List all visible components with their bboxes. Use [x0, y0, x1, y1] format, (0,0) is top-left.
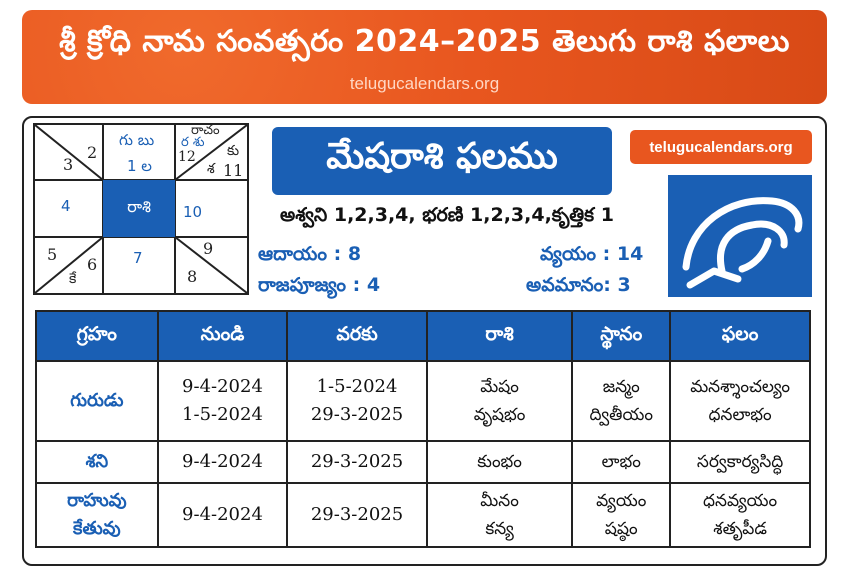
from-cell: 9-4-2024	[156, 440, 289, 484]
chart-cell-ravi-shukra: ర శు	[181, 135, 205, 150]
chart-cell-kuja: కు	[227, 143, 240, 159]
rasi-chart: 3 2 గు బు 1 ల రాచం ర శు 12 కు శ 11 4 రాశ…	[33, 123, 249, 295]
col-header-nundi: నుండి	[156, 310, 289, 362]
phalam-cell: ధనవ్యయం శతృపీడ	[669, 482, 811, 548]
planet-name: కేతువు	[73, 518, 121, 539]
sthanam-value: జన్మం	[602, 377, 640, 397]
vyayam-stat: వ్యయం : 14	[540, 243, 644, 265]
chart-grid	[35, 125, 247, 293]
header-subtitle[interactable]: telugucalendars.org	[349, 74, 500, 93]
to-cell: 29-3-2025	[286, 482, 428, 548]
header-banner: శ్రీ క్రోధి నామ సంవత్సరం 2024–2025 తెలుగ…	[22, 10, 827, 104]
sthanam-value: వ్యయం	[596, 491, 647, 511]
chart-cell-2: 2	[87, 143, 98, 162]
chart-cell-3: 3	[63, 155, 74, 174]
table-row: శని 9-4-2024 29-3-2025 కుంభం లాభం సర్వకా…	[35, 440, 811, 484]
chart-cell-ketu: కే	[69, 271, 77, 287]
chart-cell-6: 6	[87, 255, 98, 274]
sthanam-cell: వ్యయం షష్ఠం	[571, 482, 672, 548]
avamanam-stat: అవమానం: 3	[526, 274, 631, 296]
chart-cell-1-lagna: 1 ల	[127, 157, 152, 175]
site-link-badge[interactable]: telugucalendars.org	[630, 130, 812, 164]
transit-table: గ్రహం నుండి వరకు రాశి స్థానం ఫలం గురుడు …	[35, 310, 811, 548]
col-header-varaku: వరకు	[286, 310, 428, 362]
sthanam-value: షష్ఠం	[604, 519, 638, 539]
from-cell: 9-4-2024	[156, 482, 289, 548]
phalam-value: ధనలాభం	[708, 405, 772, 425]
sthanam-cell: జన్మం ద్వితీయం	[571, 360, 672, 442]
rasi-title: మేషరాశి ఫలము	[272, 127, 612, 195]
chart-cell-shani: శ	[207, 161, 215, 177]
rasi-value: మీనం	[480, 491, 519, 511]
chart-cell-5: 5	[47, 245, 58, 264]
chart-cell-4: 4	[61, 197, 71, 215]
from-date: 1-5-2024	[182, 404, 263, 425]
rasi-cell: కుంభం	[425, 440, 574, 484]
phalam-value: ధనవ్యయం	[703, 491, 778, 511]
phalam-cell: మనశ్శాంచల్యం ధనలాభం	[669, 360, 811, 442]
col-header-phalam: ఫలం	[669, 310, 811, 362]
planet-cell: శని	[35, 440, 159, 484]
planet-name: రాహువు	[67, 490, 127, 511]
from-cell: 9-4-2024 1-5-2024	[156, 360, 289, 442]
page-title: శ్రీ క్రోధి నామ సంవత్సరం 2024–2025 తెలుగ…	[59, 24, 790, 59]
table-row: రాహువు కేతువు 9-4-2024 29-3-2025 మీనం కన్య…	[35, 482, 811, 548]
planet-cell: గురుడు	[35, 360, 159, 442]
rajapujyam-stat: రాజపూజ్యం : 4	[258, 274, 381, 296]
sthanam-cell: లాభం	[571, 440, 672, 484]
from-date: 9-4-2024	[182, 376, 263, 397]
rasi-value: కన్య	[485, 519, 514, 539]
chart-cell-8: 8	[187, 267, 198, 286]
chart-cell-rahu-chandra: రాచం	[191, 123, 220, 138]
to-cell: 29-3-2025	[286, 440, 428, 484]
chart-cell-guru-budha: గు బు	[119, 131, 155, 149]
chart-cell-9: 9	[203, 239, 214, 258]
table-header-row: గ్రహం నుండి వరకు రాశి స్థానం ఫలం	[35, 310, 811, 362]
rasi-cell: మేషం వృషభం	[425, 360, 574, 442]
rasi-value: మేషం	[480, 377, 519, 397]
phalam-value: శతృపీడ	[713, 519, 767, 539]
rasi-cell: మీనం కన్య	[425, 482, 574, 548]
table-row: గురుడు 9-4-2024 1-5-2024 1-5-2024 29-3-202…	[35, 360, 811, 442]
col-header-rasi: రాశి	[425, 310, 574, 362]
planet-cell: రాహువు కేతువు	[35, 482, 159, 548]
sthanam-value: ద్వితీయం	[589, 405, 653, 425]
rasi-value: వృషభం	[473, 405, 526, 425]
chart-center-rasi: రాశి	[103, 180, 175, 237]
aadayam-stat: ఆదాయం : 8	[258, 243, 362, 265]
chart-cell-10: 10	[183, 203, 203, 221]
chart-cell-11: 11	[223, 161, 244, 180]
to-date: 29-3-2025	[310, 404, 404, 425]
phalam-value: మనశ్శాంచల్యం	[690, 377, 790, 397]
to-date: 1-5-2024	[316, 376, 398, 397]
col-header-sthanam: స్థానం	[571, 310, 672, 362]
chart-cell-12: 12	[178, 149, 196, 165]
col-header-graham: గ్రహం	[35, 310, 159, 362]
chart-cell-7: 7	[133, 249, 143, 267]
phalam-cell: సర్వకార్యసిద్ధి	[669, 440, 811, 484]
nakshatra-padas: అశ్వని 1,2,3,4, భరణి 1,2,3,4,కృత్తిక 1	[280, 204, 614, 226]
to-cell: 1-5-2024 29-3-2025	[286, 360, 428, 442]
aries-ram-icon	[668, 175, 812, 297]
